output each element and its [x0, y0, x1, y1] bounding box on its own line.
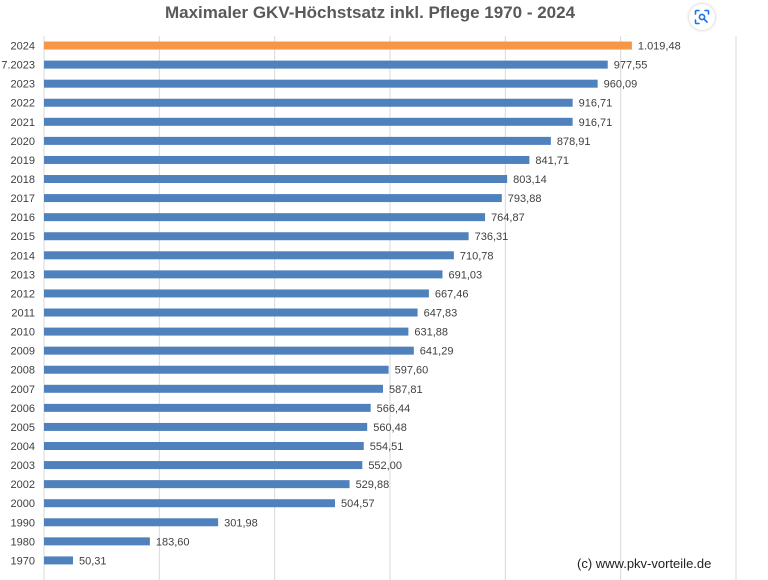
- bar: [44, 98, 573, 107]
- category-label: 2023: [11, 79, 35, 91]
- bar: [44, 556, 74, 565]
- copyright-text: (c) www.pkv-vorteile.de: [577, 556, 712, 571]
- value-label: 667,46: [435, 288, 469, 300]
- gridlines: [43, 36, 737, 580]
- bar: [44, 346, 414, 355]
- value-label: 916,71: [579, 98, 613, 110]
- bar: [44, 232, 469, 241]
- category-label: 1990: [11, 517, 35, 529]
- value-label: 764,87: [491, 212, 525, 224]
- bar: [44, 289, 429, 298]
- value-label: 301,98: [224, 517, 258, 529]
- value-label: 183,60: [156, 536, 190, 548]
- value-label: 960,09: [604, 79, 638, 91]
- category-label: 2004: [11, 441, 35, 453]
- value-label: 597,60: [395, 365, 429, 377]
- bar: [44, 79, 598, 88]
- category-label: 2009: [11, 346, 35, 358]
- bars: [44, 41, 632, 565]
- category-label: 2006: [11, 403, 35, 415]
- category-label: 2014: [11, 250, 35, 262]
- category-label: 7.2023: [1, 60, 35, 72]
- category-label: 2018: [11, 174, 35, 186]
- category-label: 1970: [11, 555, 35, 567]
- value-label: 50,31: [79, 555, 107, 567]
- value-label: 554,51: [370, 441, 404, 453]
- value-label: 691,03: [448, 269, 482, 281]
- category-label: 2022: [11, 98, 35, 110]
- value-label: 710,78: [460, 250, 494, 262]
- bar: [44, 384, 383, 393]
- value-label: 736,31: [475, 231, 509, 243]
- value-label: 878,91: [557, 136, 591, 148]
- category-label: 2016: [11, 212, 35, 224]
- visual-search-button[interactable]: [689, 4, 715, 30]
- value-label: 916,71: [579, 117, 613, 129]
- bar: [44, 461, 363, 470]
- category-label: 2020: [11, 136, 35, 148]
- value-label: 529,88: [356, 479, 390, 491]
- bar: [44, 308, 418, 317]
- value-labels: 1.019,48 977,55 960,09 916,71 916,71 878,91 84…: [79, 41, 681, 568]
- value-label: 793,88: [508, 193, 542, 205]
- bar: [44, 537, 150, 546]
- bar: [44, 327, 409, 336]
- category-label: 2019: [11, 155, 35, 167]
- category-label: 2005: [11, 422, 35, 434]
- value-label: 587,81: [389, 384, 423, 396]
- category-labels: 2024 7.2023 2023 2022 2021 2020 2019 2018 2017 20…: [1, 41, 35, 568]
- value-label: 504,57: [341, 498, 375, 510]
- category-label: 2017: [11, 193, 35, 205]
- bar: [44, 518, 219, 527]
- bar: [44, 194, 502, 203]
- bar: [44, 213, 486, 222]
- value-label: 566,44: [377, 403, 411, 415]
- category-label: 2012: [11, 288, 35, 300]
- value-label: 631,88: [414, 327, 448, 339]
- category-label: 2008: [11, 365, 35, 377]
- value-label: 1.019,48: [638, 41, 681, 53]
- category-label: 2015: [11, 231, 35, 243]
- category-label: 2011: [11, 308, 35, 320]
- bar: [44, 136, 551, 145]
- bar: [44, 251, 454, 260]
- category-label: 2003: [11, 460, 35, 472]
- bar: [44, 422, 368, 431]
- bar: [44, 117, 573, 126]
- chart-title: Maximaler GKV-Höchstsatz inkl. Pflege 19…: [164, 3, 576, 22]
- category-label: 2013: [11, 269, 35, 281]
- bar: [44, 41, 632, 50]
- value-label: 560,48: [373, 422, 407, 434]
- category-label: 2007: [11, 384, 35, 396]
- value-label: 803,14: [513, 174, 547, 186]
- bar: [44, 155, 530, 164]
- value-label: 641,29: [420, 346, 454, 358]
- category-label: 2021: [11, 117, 35, 129]
- category-label: 2002: [11, 479, 35, 491]
- bar: [44, 365, 389, 374]
- category-label: 2000: [11, 498, 35, 510]
- bar: [44, 175, 508, 184]
- category-label: 2024: [11, 41, 35, 53]
- bar: [44, 60, 608, 69]
- bar: [44, 270, 443, 279]
- category-label: 2010: [11, 327, 35, 339]
- value-label: 841,71: [535, 155, 569, 167]
- category-label: 1980: [11, 536, 35, 548]
- bar: [44, 442, 364, 451]
- visual-search-icon: [694, 9, 710, 25]
- bar: [44, 403, 371, 412]
- bar: [44, 480, 350, 489]
- value-label: 647,83: [424, 308, 458, 320]
- bar: [44, 499, 335, 508]
- value-label: 977,55: [614, 60, 648, 72]
- value-label: 552,00: [368, 460, 402, 472]
